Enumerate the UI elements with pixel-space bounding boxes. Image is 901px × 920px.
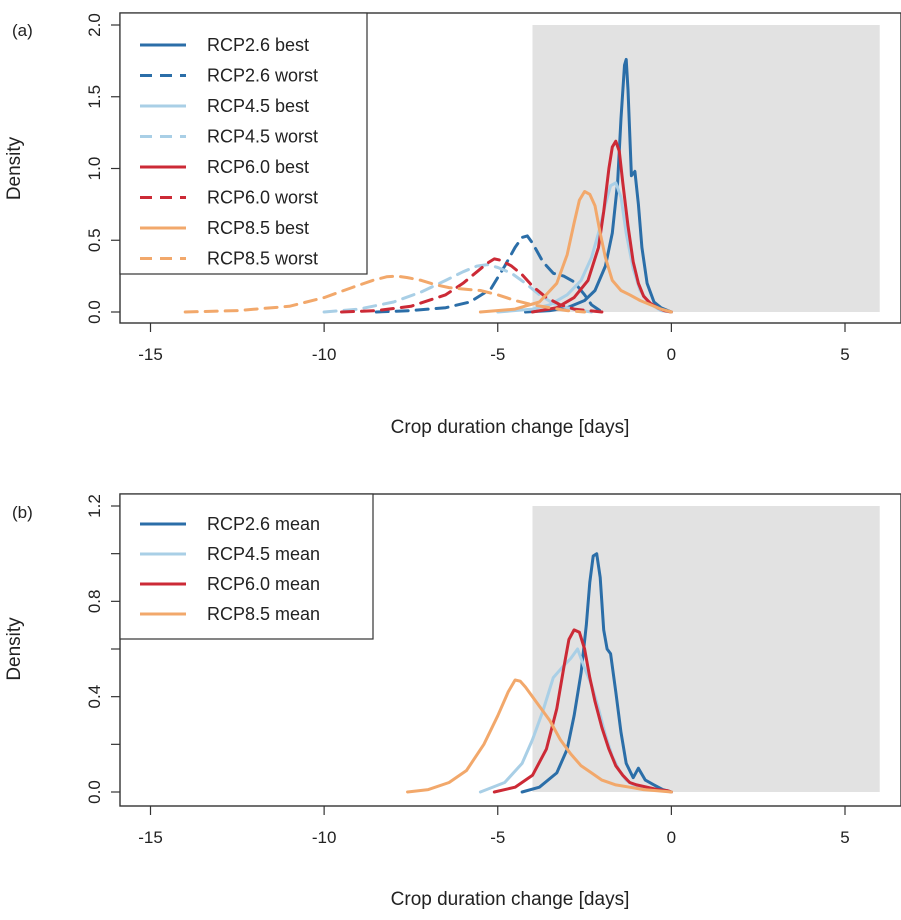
y-tick-label: 0.0 — [85, 780, 104, 804]
legend-label: RCP6.0 mean — [207, 574, 320, 594]
y-tick-label: 0.5 — [85, 228, 104, 252]
y-tick-label: 2.0 — [85, 13, 104, 37]
x-tick-label: 5 — [840, 828, 849, 847]
y-tick-label: 1.2 — [85, 494, 104, 518]
x-axis-title: Crop duration change [days] — [391, 889, 630, 910]
legend-label: RCP8.5 mean — [207, 604, 320, 624]
legend-label: RCP6.0 worst — [207, 188, 318, 208]
shaded-region — [532, 25, 880, 312]
panel-tag: (a) — [12, 21, 33, 40]
y-axis-title: Density — [4, 136, 25, 200]
legend-box — [119, 12, 368, 275]
x-tick-label: -10 — [312, 828, 337, 847]
series-line-7 — [183, 274, 587, 314]
plot-frame — [119, 493, 901, 807]
legend: RCP2.6 mean RCP4.5 mean RCP6.0 mean RCP8.5 … — [119, 493, 374, 640]
shaded-region — [532, 506, 880, 792]
legend-label: RCP2.6 mean — [207, 514, 320, 534]
y-tick-label: 1.5 — [85, 85, 104, 109]
x-tick-label: -10 — [312, 345, 337, 364]
x-tick-label: -5 — [490, 345, 505, 364]
legend-label: RCP8.5 worst — [207, 249, 318, 269]
series-line-5 — [340, 257, 604, 314]
series-line-3 — [406, 678, 673, 794]
series-line-1 — [374, 234, 604, 314]
panel-tag: (b) — [12, 503, 33, 522]
series-line-0 — [524, 57, 673, 314]
series-line-0 — [520, 552, 673, 794]
panel-b: -15 -10 -5 0 5 0.0 0.4 0.8 1.2 Crop duration chan… — [4, 493, 901, 910]
x-tick-label: -15 — [138, 828, 163, 847]
legend: RCP2.6 best RCP2.6 worst RCP4.5 best RCP4.5… — [119, 12, 368, 275]
x-axis-title: Crop duration change [days] — [391, 417, 630, 438]
series-line-3 — [322, 263, 593, 314]
legend-label: RCP4.5 best — [207, 96, 309, 116]
x-tick-label: 0 — [667, 345, 676, 364]
legend-label: RCP2.6 worst — [207, 66, 318, 86]
legend-label: RCP8.5 best — [207, 218, 309, 238]
legend-label: RCP4.5 mean — [207, 544, 320, 564]
x-tick-label: 0 — [667, 828, 676, 847]
y-axis-title: Density — [4, 617, 25, 681]
y-tick-label: 0.0 — [85, 300, 104, 324]
panel-a: -15 -10 -5 0 5 0.0 0.5 1.0 1.5 2.0 Crop duration c… — [4, 12, 901, 438]
legend-label: RCP4.5 worst — [207, 127, 318, 147]
series-line-6 — [478, 190, 673, 314]
legend-label: RCP2.6 best — [207, 35, 309, 55]
y-tick-label: 1.0 — [85, 157, 104, 181]
x-tick-label: 5 — [840, 345, 849, 364]
x-tick-label: -15 — [138, 345, 163, 364]
y-tick-label: 0.4 — [85, 685, 104, 709]
y-tick-label: 0.8 — [85, 590, 104, 614]
x-tick-label: -5 — [490, 828, 505, 847]
series-line-2 — [492, 628, 673, 794]
legend-label: RCP6.0 best — [207, 157, 309, 177]
